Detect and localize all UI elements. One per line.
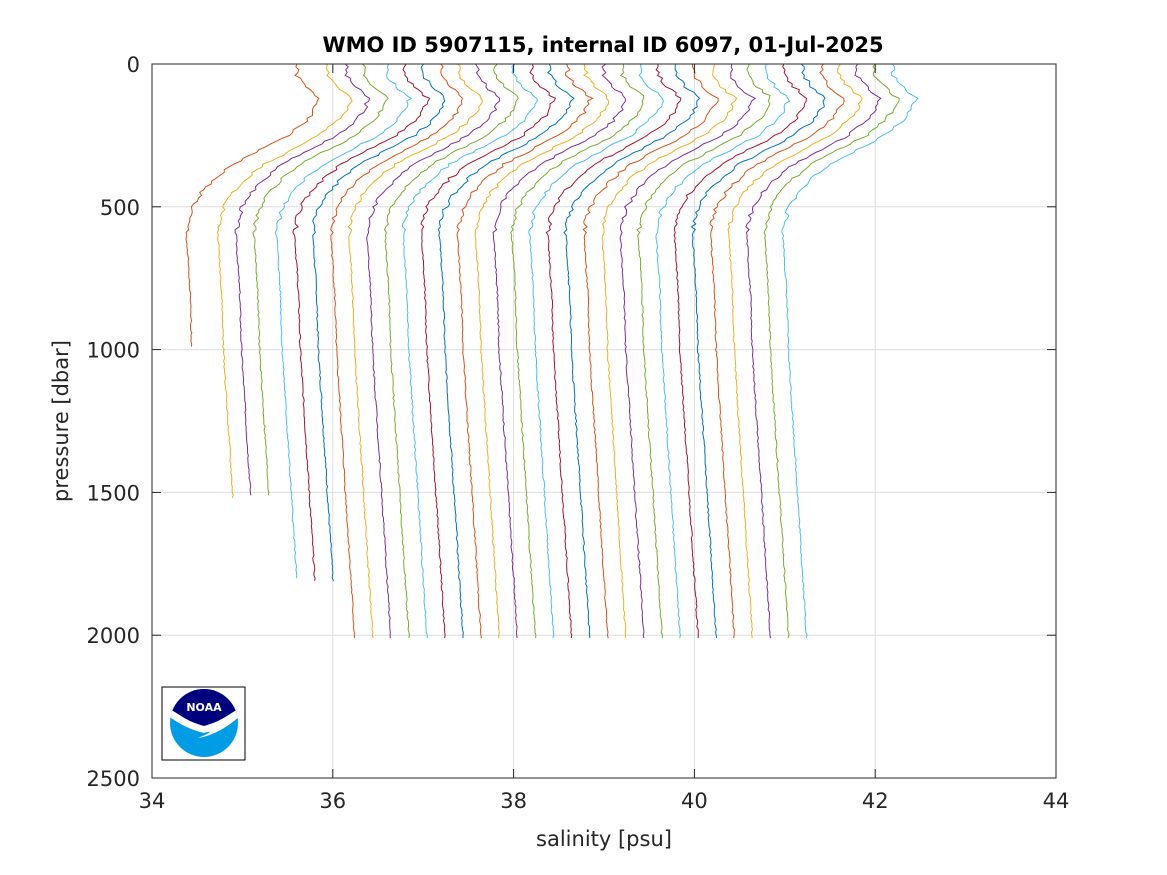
profile-line [216,63,353,499]
chart-title: WMO ID 5907115, internal ID 6097, 01-Jul… [322,33,883,57]
noaa-logo-wave [170,708,238,738]
y-tick-label: 1000 [87,339,140,363]
profile-line [528,63,664,639]
profile-line [347,63,484,639]
profile-line [563,63,701,639]
profile-line [763,63,900,639]
profile-line [366,63,501,639]
profile-line [709,63,845,639]
profile-line [655,63,791,639]
profile-line [185,63,320,347]
profile-line [781,63,919,639]
y-axis-title: pressure [dbar] [49,340,73,502]
x-tick-label: 34 [139,789,166,813]
profile-line [545,63,682,639]
x-tick-label: 42 [862,789,889,813]
noaa-logo: NOAA [161,686,246,761]
y-tick-label: 2500 [87,767,140,791]
profile-line [252,63,389,496]
grid [151,63,1057,779]
profile-line [727,63,863,639]
profile-line [420,63,557,639]
profile-line [312,63,446,582]
x-axis-title: salinity [psu] [536,827,672,851]
x-tick-label: 40 [681,789,708,813]
y-tick-label: 500 [100,196,140,220]
y-tick-label: 1500 [87,481,140,505]
profile-line [510,63,645,639]
profile-line [636,63,771,639]
ticks: 34 36 38 40 42 44 0 500 1000 1500 2000 2500 [87,53,1070,813]
profile-line [274,63,413,579]
profile-line [330,63,464,639]
profile-line [673,63,807,639]
series-group [185,63,919,639]
x-tick-label: 36 [319,789,346,813]
profile-line [745,63,882,639]
profile-line [401,63,538,639]
profile-line [383,63,519,639]
x-tick-label: 38 [500,789,527,813]
noaa-logo-dark-fill [170,689,238,726]
profile-line [292,63,431,581]
profile-line [234,63,371,496]
profile-line [474,63,610,639]
profile-line [619,63,757,639]
profile-line [690,63,826,639]
profile-line [437,63,575,639]
profile-line [582,63,719,639]
plot-frame [151,63,1057,779]
x-tick-label: 44 [1043,789,1070,813]
noaa-logo-text: NOAA [186,701,222,714]
profile-line [456,63,594,639]
y-tick-label: 0 [127,53,140,77]
y-tick-label: 2000 [87,624,140,648]
profile-line [601,63,738,639]
profile-line [492,63,627,639]
